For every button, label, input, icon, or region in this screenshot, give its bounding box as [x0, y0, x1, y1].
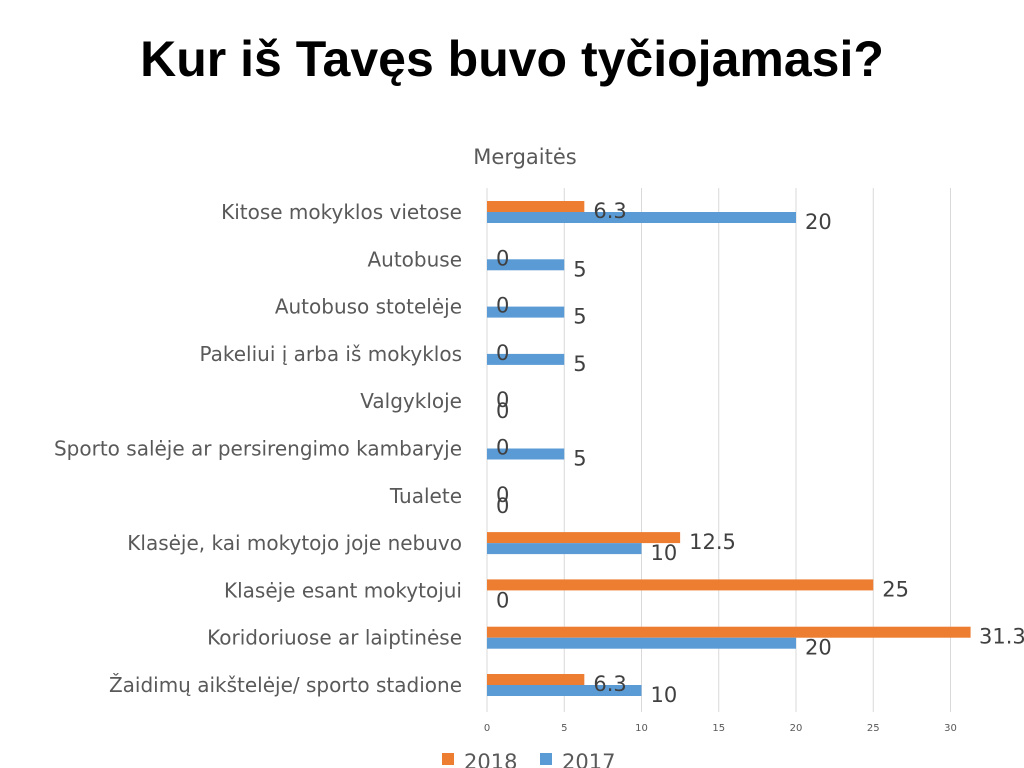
- bar-2017: [487, 353, 565, 365]
- legend-swatch-2017: [540, 753, 552, 765]
- data-label-2018: 0: [496, 294, 509, 318]
- category-label: Kitose mokyklos vietose: [221, 200, 462, 224]
- data-label-2018: 6.3: [593, 672, 626, 696]
- data-label-2018: 0: [496, 341, 509, 365]
- data-label-2017: 20: [805, 636, 832, 660]
- category-label: Autobuse: [367, 247, 462, 271]
- data-label-2018: 0: [496, 246, 509, 270]
- x-tick-label: 0: [484, 723, 490, 734]
- bar-2017: [487, 259, 565, 271]
- category-label: Autobuso stotelėje: [275, 295, 462, 319]
- legend: 2018 2017: [442, 750, 615, 768]
- data-label-2017: 5: [573, 257, 586, 281]
- category-label: Tualete: [389, 484, 462, 508]
- data-label-2018: 0: [496, 483, 509, 507]
- data-label-2017: 0: [496, 399, 509, 423]
- slide-title: Kur iš Tavęs buvo tyčiojamasi?: [140, 31, 884, 87]
- category-label: Klasėje esant mokytojui: [224, 578, 462, 602]
- data-label-2017: 20: [805, 210, 832, 234]
- x-tick-label: 5: [561, 723, 567, 734]
- x-tick-label: 20: [790, 723, 803, 734]
- legend-label-2018: 2018: [464, 750, 517, 768]
- x-tick-label: 15: [712, 723, 725, 734]
- chart-title: Mergaitės: [473, 145, 576, 169]
- category-label: Sporto salėje ar persirengimo kambaryje: [54, 437, 462, 461]
- data-label-2018: 6.3: [593, 199, 626, 223]
- legend-swatch-2018: [442, 753, 454, 765]
- x-tick-label: 25: [867, 723, 880, 734]
- bar-2018: [487, 674, 585, 685]
- bar-2017: [487, 685, 642, 696]
- data-label-2017: 0: [496, 588, 509, 612]
- category-label: Pakeliui į arba iš mokyklos: [199, 342, 462, 366]
- category-label: Žaidimų aikštelėje/ sporto stadione: [109, 673, 462, 697]
- bar-2017: [487, 543, 642, 555]
- data-label-2018: 31.3: [979, 625, 1024, 649]
- bar-2018: [487, 626, 971, 638]
- data-label-2017: 0: [496, 494, 509, 518]
- bar-2018: [487, 579, 874, 591]
- data-label-2018: 25: [882, 577, 909, 601]
- category-label: Valgykloje: [360, 389, 462, 413]
- bar-2018: [487, 532, 681, 544]
- data-label-2017: 10: [651, 683, 678, 707]
- data-label-2017: 10: [651, 541, 678, 565]
- category-label: Koridoriuose ar laiptinėse: [207, 626, 462, 650]
- category-label: Klasėje, kai mokytojo joje nebuvo: [127, 531, 462, 555]
- data-label-2017: 5: [573, 352, 586, 376]
- data-label-2017: 5: [573, 305, 586, 329]
- bars: [487, 201, 971, 696]
- x-tick-label: 10: [635, 723, 648, 734]
- data-label-2018: 0: [496, 388, 509, 412]
- bar-2018: [487, 201, 585, 212]
- legend-label-2017: 2017: [562, 750, 615, 768]
- bar-2017: [487, 637, 796, 649]
- bar-2017: [487, 212, 796, 223]
- category-labels: Kitose mokyklos vietose Autobuse Autobuso …: [54, 200, 462, 697]
- data-label-2018: 12.5: [689, 530, 736, 554]
- data-label-2017: 5: [573, 447, 586, 471]
- bar-2017: [487, 306, 565, 318]
- x-tick-label: 30: [944, 723, 957, 734]
- data-label-2018: 0: [496, 436, 509, 460]
- x-axis-ticks: 0 5 10 15 20 25 30: [484, 723, 957, 734]
- bar-2017: [487, 448, 565, 460]
